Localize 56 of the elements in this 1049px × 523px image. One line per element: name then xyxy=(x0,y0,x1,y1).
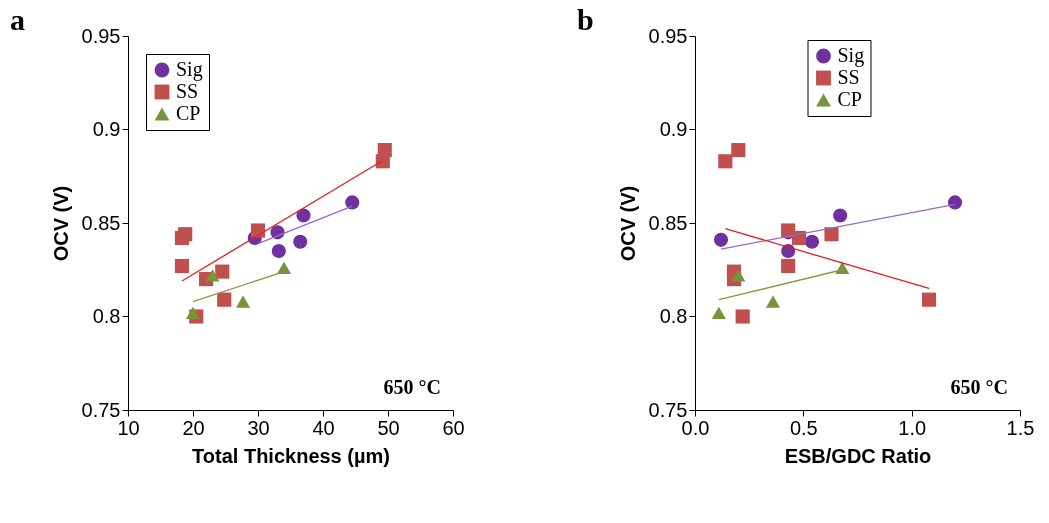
point xyxy=(296,208,311,223)
point xyxy=(205,269,220,282)
point xyxy=(824,227,839,242)
y-tick-label: 0.9 xyxy=(659,118,688,140)
x-tick-label: 1.5 xyxy=(1006,416,1035,439)
y-tick-label: 0.85 xyxy=(648,211,688,234)
x-tick-label: 1.0 xyxy=(898,416,927,439)
x-tick-label: 0.5 xyxy=(789,416,818,439)
point xyxy=(271,243,286,259)
point xyxy=(217,292,232,307)
point xyxy=(731,269,746,282)
point xyxy=(713,232,729,247)
point xyxy=(235,295,251,308)
point xyxy=(215,264,230,279)
x-tick-label: 50 xyxy=(377,416,400,439)
text: b xyxy=(577,3,594,36)
point xyxy=(765,295,781,308)
point xyxy=(833,208,848,223)
legend-label: SS xyxy=(176,80,199,102)
text: a xyxy=(10,3,25,36)
point xyxy=(731,143,746,158)
legend-label: Sig xyxy=(837,44,865,67)
legend-label: CP xyxy=(176,102,201,124)
y-tick-label: 0.95 xyxy=(81,24,121,47)
point xyxy=(781,258,796,274)
point xyxy=(178,227,193,242)
x-axis-title: Total Thickness (µm) xyxy=(192,444,390,467)
point xyxy=(345,195,360,210)
legend-label: Sig xyxy=(176,58,203,81)
point xyxy=(711,306,726,319)
point xyxy=(718,154,733,169)
point xyxy=(804,234,820,249)
point xyxy=(735,309,750,324)
legend-label: CP xyxy=(837,88,862,110)
y-tick-label: 0.9 xyxy=(92,118,121,140)
point xyxy=(921,292,937,307)
x-tick-label: 40 xyxy=(312,416,335,439)
point xyxy=(250,223,266,238)
point xyxy=(185,306,201,319)
y-tick-label: 0.8 xyxy=(92,305,121,327)
annotation: 650 °C xyxy=(950,376,1008,398)
legend-label: SS xyxy=(837,66,860,88)
point xyxy=(174,258,190,274)
x-tick-label: 60 xyxy=(442,416,465,439)
y-tick-label: 0.8 xyxy=(659,305,688,327)
y-tick-label: 0.95 xyxy=(648,24,688,47)
x-axis-title: ESB/GDC Ratio xyxy=(784,444,932,467)
annotation: 650 °C xyxy=(383,376,441,398)
y-tick-label: 0.85 xyxy=(81,211,121,234)
x-tick-label: 30 xyxy=(247,416,270,439)
point xyxy=(377,143,392,158)
y-axis-title: OCV (V) xyxy=(49,185,72,262)
y-axis-title: OCV (V) xyxy=(616,185,639,262)
point xyxy=(293,234,308,249)
point xyxy=(947,195,963,210)
x-tick-label: 20 xyxy=(182,416,205,439)
